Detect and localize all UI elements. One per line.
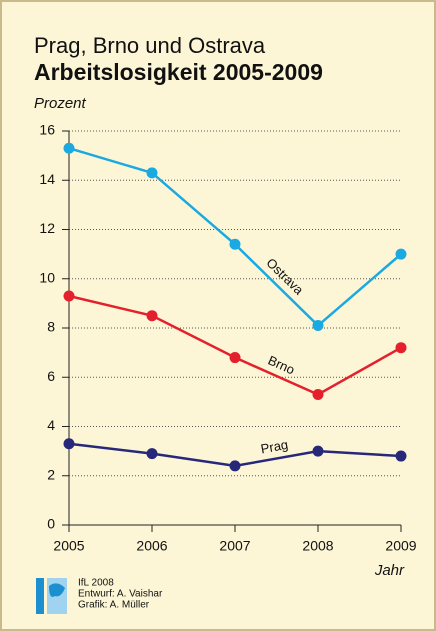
data-point <box>229 460 241 472</box>
y-tick-label: 16 <box>39 122 55 138</box>
x-tick-label: 2006 <box>136 538 167 554</box>
y-tick-label: 0 <box>47 516 55 532</box>
data-point <box>395 248 407 260</box>
x-tick-label: 2008 <box>302 538 333 554</box>
y-tick-label: 12 <box>39 220 55 236</box>
data-point <box>395 342 407 354</box>
data-point <box>146 448 158 460</box>
series-label: Prag <box>260 437 290 457</box>
data-point <box>229 352 241 364</box>
y-tick-label: 4 <box>47 417 55 433</box>
y-tick-label: 8 <box>47 319 55 335</box>
y-tick-label: 2 <box>47 466 55 482</box>
data-point <box>229 238 241 250</box>
y-tick-label: 6 <box>47 368 55 384</box>
credit: Grafik: A. Müller <box>78 600 150 611</box>
data-point <box>312 445 324 457</box>
credit: Entwurf: A. Vaishar <box>78 589 163 600</box>
data-point <box>146 167 158 179</box>
chart-subtitle: Arbeitslosigkeit 2005-2009 <box>34 59 323 85</box>
data-point <box>395 450 407 462</box>
x-tick-label: 2009 <box>385 538 416 554</box>
credit: IfL 2008 <box>78 578 114 589</box>
logo-shape <box>49 583 65 597</box>
y-axis-label: Prozent <box>34 95 87 112</box>
data-point <box>146 310 158 322</box>
data-point <box>63 290 75 302</box>
data-point <box>312 320 324 332</box>
x-tick-label: 2007 <box>219 538 250 554</box>
y-tick-label: 14 <box>39 171 55 187</box>
y-tick-label: 10 <box>39 269 55 285</box>
logo <box>36 578 67 614</box>
data-point <box>312 388 324 400</box>
chart-title: Prag, Brno und Ostrava <box>34 33 266 58</box>
logo-bar <box>36 578 44 614</box>
data-point <box>63 142 75 154</box>
x-axis-label: Jahr <box>374 562 405 579</box>
data-point <box>63 438 75 450</box>
x-tick-label: 2005 <box>53 538 84 554</box>
